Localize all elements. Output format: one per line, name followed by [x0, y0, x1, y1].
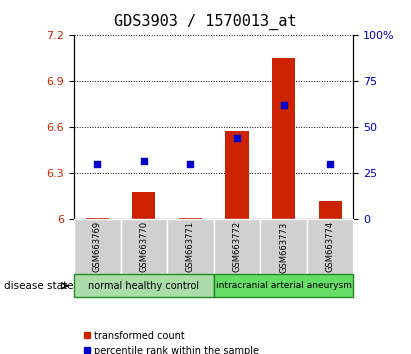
Point [94, 161, 101, 167]
Point [327, 161, 333, 167]
Text: GSM663773: GSM663773 [279, 221, 288, 273]
Bar [319, 201, 342, 219]
Text: GSM663771: GSM663771 [186, 221, 195, 273]
Point [141, 158, 147, 164]
Text: GDS3903 / 1570013_at: GDS3903 / 1570013_at [114, 14, 297, 30]
Text: intracranial arterial aneurysm: intracranial arterial aneurysm [216, 281, 351, 290]
Text: GSM663772: GSM663772 [233, 221, 242, 273]
Text: normal healthy control: normal healthy control [88, 281, 199, 291]
Text: GSM663770: GSM663770 [139, 221, 148, 273]
Bar [272, 58, 295, 219]
Text: disease state: disease state [4, 281, 74, 291]
Bar [132, 192, 155, 219]
Text: GSM663774: GSM663774 [326, 221, 335, 273]
Bar [225, 131, 249, 219]
Bar [179, 218, 202, 219]
Point [234, 136, 240, 141]
Text: GSM663769: GSM663769 [93, 221, 102, 273]
Point [187, 161, 194, 167]
Legend: transformed count, percentile rank within the sample: transformed count, percentile rank withi… [79, 327, 263, 354]
Bar [85, 218, 109, 219]
Point [280, 103, 287, 108]
